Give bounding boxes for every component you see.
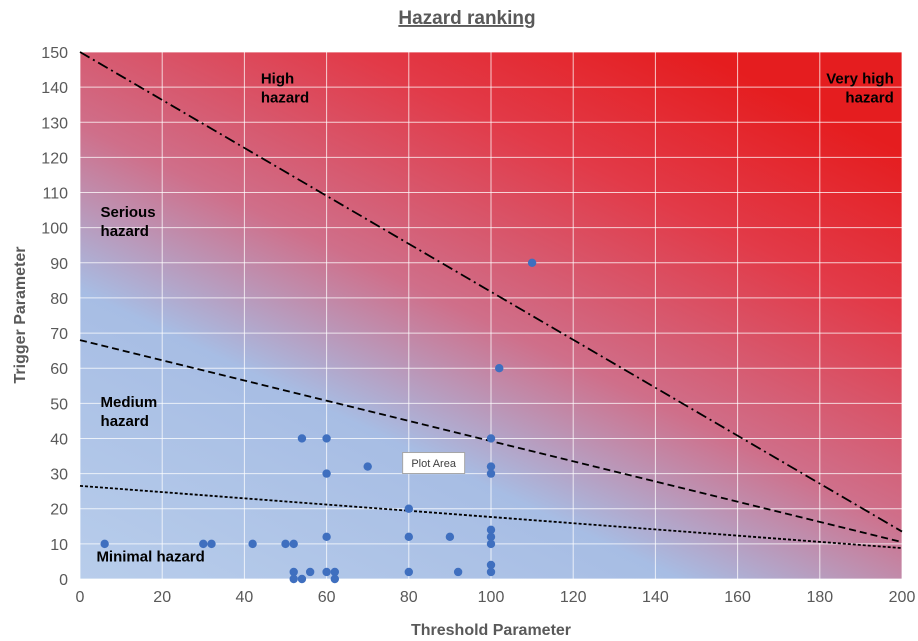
x-tick-label: 20	[153, 589, 171, 606]
tooltip-box	[402, 452, 466, 475]
data-point	[486, 525, 496, 535]
data-point	[289, 574, 298, 584]
data-point	[322, 532, 331, 542]
data-point	[100, 539, 109, 549]
data-point	[404, 532, 413, 542]
data-point	[322, 469, 331, 478]
x-tick-label: 140	[642, 589, 669, 606]
data-point	[486, 567, 496, 577]
y-tick-labels: 0 10 20 30 40 50 60 70 80 90 100 110 120 130 140 150	[41, 45, 68, 589]
zone-label: High hazard	[261, 71, 309, 107]
data-point	[207, 539, 216, 549]
tooltip-text: Plot Area	[411, 458, 457, 470]
data-point	[281, 539, 290, 549]
y-tick-label: 30	[50, 467, 68, 484]
data-point	[486, 469, 496, 478]
data-point	[486, 532, 496, 542]
y-axis-label: Trigger Parameter	[12, 247, 29, 384]
data-point	[297, 434, 307, 443]
x-tick-label: 80	[400, 589, 418, 606]
data-point	[199, 539, 208, 549]
data-point	[289, 539, 298, 549]
y-tick-label: 90	[50, 256, 68, 273]
x-tick-label: 40	[236, 589, 254, 606]
y-tick-label: 50	[50, 396, 68, 413]
zone-label-line: Serious	[101, 204, 156, 221]
data-point	[330, 574, 340, 584]
zone-label-line: hazard	[101, 413, 149, 430]
x-tick-label: 120	[560, 589, 587, 606]
zone-label-line: Very high	[826, 71, 894, 88]
data-point	[248, 539, 257, 549]
zone-label: Minimal hazard	[96, 548, 204, 565]
x-axis-label: Threshold Parameter	[411, 622, 571, 639]
data-point	[404, 504, 413, 513]
y-tick-label: 120	[41, 150, 68, 167]
y-tick-label: 40	[50, 431, 68, 448]
x-tick-labels: 0 20 40 60 80 100 120 140 160 180 200	[76, 589, 916, 606]
zone-label: Very high hazard	[826, 71, 894, 107]
x-tick-label: 100	[478, 589, 505, 606]
plot-area-tooltip: Plot Area	[402, 452, 466, 475]
data-point	[486, 434, 496, 443]
chart-title: Hazard ranking	[398, 8, 535, 29]
y-tick-label: 80	[50, 291, 68, 308]
data-point	[363, 462, 372, 471]
y-tick-label: 0	[59, 572, 68, 589]
data-point	[305, 567, 315, 577]
data-point	[486, 539, 496, 549]
data-point	[527, 258, 537, 267]
data-point	[404, 567, 413, 577]
y-tick-label: 100	[41, 221, 68, 238]
y-tick-label: 60	[50, 361, 68, 378]
data-point	[297, 574, 307, 584]
reference-line-dashdot	[79, 51, 903, 533]
y-tick-label: 70	[50, 326, 68, 343]
y-tick-label: 150	[41, 45, 68, 62]
reference-line-dotted	[79, 484, 903, 549]
x-tick-label: 200	[889, 589, 916, 606]
data-point	[445, 532, 455, 542]
data-point	[322, 434, 331, 443]
data-point	[322, 567, 331, 577]
x-tick-label: 160	[724, 589, 751, 606]
data-point	[486, 462, 496, 471]
data-point	[453, 567, 463, 577]
y-tick-label: 130	[41, 115, 68, 132]
zone-label-line: hazard	[845, 90, 893, 107]
zone-label: Medium hazard	[101, 394, 158, 430]
zone-label: Serious hazard	[101, 204, 156, 240]
y-tick-label: 20	[50, 502, 68, 519]
zone-label-line: High	[261, 71, 294, 88]
x-tick-label: 60	[318, 589, 336, 606]
y-tick-label: 10	[50, 537, 68, 554]
data-point	[486, 560, 496, 570]
y-tick-label: 140	[41, 80, 68, 97]
data-point	[330, 567, 340, 577]
data-point	[495, 364, 504, 373]
zone-label-line: Medium	[101, 394, 158, 411]
x-tick-label: 0	[76, 589, 85, 606]
x-tick-label: 180	[806, 589, 833, 606]
data-point	[289, 567, 298, 577]
zone-label-line: hazard	[101, 223, 149, 240]
zone-label-line: Minimal hazard	[96, 548, 204, 565]
data-points	[100, 258, 537, 584]
zone-label-line: hazard	[261, 90, 309, 107]
y-tick-label: 110	[42, 186, 68, 203]
